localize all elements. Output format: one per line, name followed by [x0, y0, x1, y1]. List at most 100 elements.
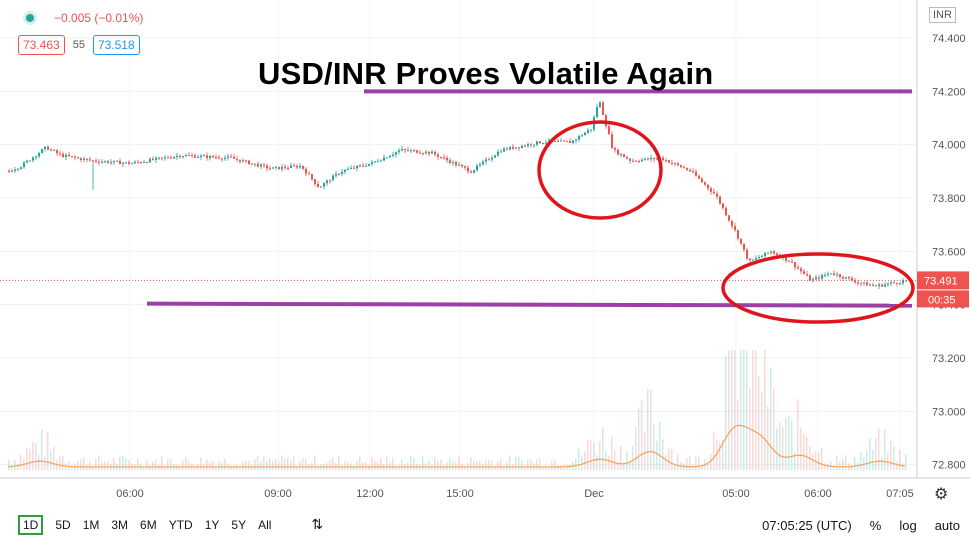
volume-bar — [188, 460, 190, 470]
volume-bar — [494, 466, 496, 470]
volume-bar — [101, 461, 103, 470]
volume-bar — [245, 460, 247, 470]
candle-body — [161, 157, 163, 159]
price-axis[interactable]: 74.40074.20074.00073.80073.60073.40073.2… — [917, 12, 969, 472]
volume-bar — [11, 464, 13, 470]
volume-bar — [890, 440, 892, 470]
timeframe-3m[interactable]: 3M — [111, 517, 129, 532]
time-tick-label: 06:00 — [116, 488, 144, 500]
candle-body — [509, 146, 511, 150]
candle-body — [395, 152, 397, 155]
volume-bar — [695, 456, 697, 470]
volume-bar — [362, 461, 364, 470]
volume-bar — [62, 456, 64, 470]
candle-body — [572, 140, 574, 143]
candle-body — [227, 156, 229, 158]
candle-body — [719, 196, 721, 204]
volume-bar — [530, 459, 532, 470]
candle-body — [581, 135, 583, 137]
chart-grid — [0, 0, 970, 479]
candle-body — [620, 154, 622, 156]
volume-bar — [344, 461, 346, 470]
volume-bar — [767, 405, 769, 470]
volume-bar — [833, 465, 835, 470]
candle-body — [629, 158, 631, 161]
volume-bar — [218, 461, 220, 470]
candle-body — [713, 191, 715, 194]
candle-body — [110, 162, 112, 164]
support-line — [146, 301, 913, 308]
candle-body — [602, 102, 604, 116]
volume-bar — [818, 452, 820, 470]
volume-bar — [782, 427, 784, 470]
timeframe-ytd[interactable]: YTD — [168, 517, 193, 532]
volume-bar — [215, 466, 217, 470]
volume-bar — [401, 459, 403, 470]
sell-price-button[interactable]: 73.463 — [18, 35, 65, 55]
timeframe-1d[interactable]: 1D — [18, 514, 44, 535]
compare-icon[interactable]: ⇅ — [311, 516, 324, 532]
log-toggle[interactable]: log — [899, 518, 917, 533]
timeframe-5y[interactable]: 5Y — [231, 517, 247, 532]
volume-bar — [44, 456, 46, 470]
gear-icon[interactable]: ⚙ — [934, 486, 949, 503]
timeframe-5d[interactable]: 5D — [55, 517, 71, 532]
volume-bar — [86, 465, 88, 470]
candle-body — [113, 160, 115, 163]
volume-bar — [368, 465, 370, 470]
candle-body — [140, 162, 142, 164]
timeframe-1y[interactable]: 1Y — [204, 517, 220, 532]
candle-body — [212, 155, 214, 158]
volume-bar — [896, 461, 898, 470]
candle-body — [182, 156, 184, 158]
timeframe-1m[interactable]: 1M — [82, 517, 100, 532]
candle-body — [260, 164, 262, 167]
volume-bar — [893, 446, 895, 470]
symbol-badge[interactable]: INR — [929, 7, 956, 23]
percent-toggle[interactable]: % — [869, 518, 882, 533]
candle-body — [131, 163, 133, 165]
volume-bar — [500, 459, 502, 470]
candle-body — [611, 134, 613, 148]
volume-bar — [719, 441, 721, 470]
volume-bar — [614, 450, 616, 470]
candle-body — [371, 161, 373, 164]
time-axis[interactable]: 06:00 09:00 12:00 15:00 Dec 05:00 06:00 07:05 — [116, 488, 914, 500]
candle-body — [218, 157, 220, 159]
buy-price-button[interactable]: 73.518 — [92, 35, 140, 55]
candle-body — [341, 171, 343, 174]
volume-bar — [431, 465, 433, 470]
volume-bar — [527, 459, 529, 470]
candle-body — [386, 157, 388, 159]
candle-body — [155, 157, 157, 160]
candle-body — [53, 149, 55, 151]
time-tick-label: 06:00 — [804, 488, 832, 500]
volume-bar — [428, 460, 430, 470]
volume-bar — [503, 465, 505, 470]
volume-bar — [158, 465, 160, 470]
volume-bar — [359, 456, 361, 470]
candle-body — [128, 162, 130, 164]
volume-bar — [845, 455, 847, 470]
candle-body — [326, 180, 328, 184]
timeframe-6m[interactable]: 6M — [140, 517, 157, 532]
candle-body — [650, 157, 652, 160]
candle-body — [632, 160, 634, 162]
candle-body — [680, 165, 682, 168]
candle-body — [188, 155, 190, 157]
candle-body — [515, 147, 517, 149]
candle-body — [8, 170, 10, 172]
volume-bar — [581, 456, 583, 470]
auto-toggle[interactable]: auto — [934, 518, 960, 533]
price-tick-label: 74.400 — [932, 33, 966, 45]
volume-bars — [7, 350, 907, 470]
volume-bar — [881, 457, 883, 470]
candle-body — [644, 158, 646, 160]
volume-bar — [509, 455, 511, 470]
volume-bar — [743, 350, 745, 470]
timeframe-all[interactable]: All — [258, 517, 272, 532]
volume-bar — [92, 466, 94, 470]
candle-body — [422, 153, 424, 155]
candle-body — [80, 158, 82, 161]
